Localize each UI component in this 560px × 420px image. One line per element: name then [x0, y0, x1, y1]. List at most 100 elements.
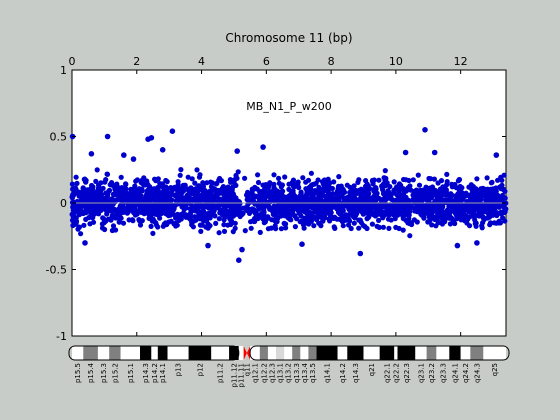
ideogram-band — [470, 346, 484, 360]
data-point — [117, 216, 123, 222]
data-point — [266, 183, 272, 189]
data-point — [123, 181, 129, 187]
data-point — [372, 192, 378, 199]
data-point — [388, 196, 394, 202]
ideogram-band — [188, 346, 212, 360]
ideogram-band — [267, 346, 277, 360]
data-point — [272, 187, 278, 193]
data-point — [213, 181, 219, 187]
outlier-point — [130, 156, 137, 162]
data-point — [449, 192, 455, 198]
data-point — [257, 229, 263, 235]
data-point — [167, 193, 173, 199]
data-point — [473, 223, 479, 229]
band-label: q12.3 — [268, 363, 276, 383]
data-point — [457, 211, 463, 217]
band-label: q11 — [243, 363, 251, 376]
data-point — [88, 207, 94, 213]
chromosome-ideogram: p15.5 p15.4 p15.3 p15.2 p15.1 p14.3 p14.2 p14.1… — [68, 345, 510, 387]
data-point — [94, 204, 101, 210]
data-point — [415, 197, 421, 203]
outlier-point — [236, 257, 242, 264]
data-point — [449, 181, 455, 187]
data-point — [150, 209, 156, 215]
data-point — [326, 216, 332, 222]
data-point — [109, 227, 115, 234]
data-point — [122, 199, 128, 205]
data-point — [337, 216, 343, 222]
data-point — [324, 206, 330, 212]
data-point — [456, 199, 462, 205]
data-point — [421, 196, 427, 202]
data-point — [163, 185, 169, 191]
data-point — [228, 206, 235, 212]
data-point — [259, 197, 266, 203]
data-point — [414, 208, 420, 214]
band-label: p11.12 — [230, 363, 238, 387]
data-point — [383, 176, 389, 182]
data-point — [496, 220, 502, 226]
data-point — [273, 226, 279, 232]
data-point — [385, 216, 392, 222]
data-point — [429, 184, 436, 190]
data-point — [317, 214, 323, 220]
x-tick-label: 6 — [263, 55, 270, 68]
data-point — [334, 191, 340, 197]
data-point — [337, 211, 343, 217]
outlier-point — [239, 246, 245, 253]
data-point — [233, 182, 239, 188]
data-point — [361, 203, 367, 209]
y-tick-label: -0.5 — [46, 264, 67, 277]
data-point — [101, 220, 107, 226]
data-point — [255, 212, 261, 218]
data-point — [192, 208, 198, 214]
data-point — [388, 207, 394, 213]
data-point — [211, 193, 217, 199]
data-point — [69, 217, 76, 223]
data-point — [155, 185, 161, 191]
data-point — [87, 221, 93, 227]
data-point — [351, 183, 357, 189]
data-point — [474, 176, 480, 182]
data-point — [103, 177, 109, 183]
data-point — [104, 196, 110, 202]
data-point — [110, 223, 117, 229]
data-point — [496, 199, 502, 205]
data-point — [396, 225, 402, 232]
data-point — [96, 211, 102, 217]
data-point — [245, 201, 251, 207]
data-point — [188, 185, 194, 191]
data-point — [426, 208, 432, 214]
data-point — [197, 216, 203, 222]
data-point — [308, 170, 314, 176]
data-point — [329, 196, 335, 202]
outlier-point — [82, 240, 88, 246]
data-point — [357, 217, 363, 223]
data-point — [420, 207, 426, 213]
outlier-point — [454, 242, 461, 249]
data-point — [329, 185, 335, 192]
data-point — [251, 207, 257, 213]
data-point — [364, 184, 370, 190]
data-point — [137, 218, 143, 224]
data-point — [145, 210, 151, 217]
ideogram-band — [379, 346, 395, 360]
data-point — [360, 222, 366, 228]
data-point — [224, 213, 230, 219]
data-point — [431, 176, 437, 182]
data-point — [286, 181, 292, 187]
ideogram-band — [449, 346, 461, 360]
data-point — [411, 188, 417, 194]
data-point — [230, 191, 236, 197]
data-point — [403, 202, 409, 208]
data-point — [306, 221, 312, 227]
data-point — [193, 217, 199, 223]
data-point — [304, 216, 310, 222]
data-point — [380, 183, 386, 189]
data-point — [134, 177, 140, 183]
data-point — [216, 230, 222, 236]
data-point — [88, 211, 94, 218]
outlier-point — [121, 152, 127, 158]
data-point — [352, 215, 358, 221]
data-point — [212, 213, 218, 219]
